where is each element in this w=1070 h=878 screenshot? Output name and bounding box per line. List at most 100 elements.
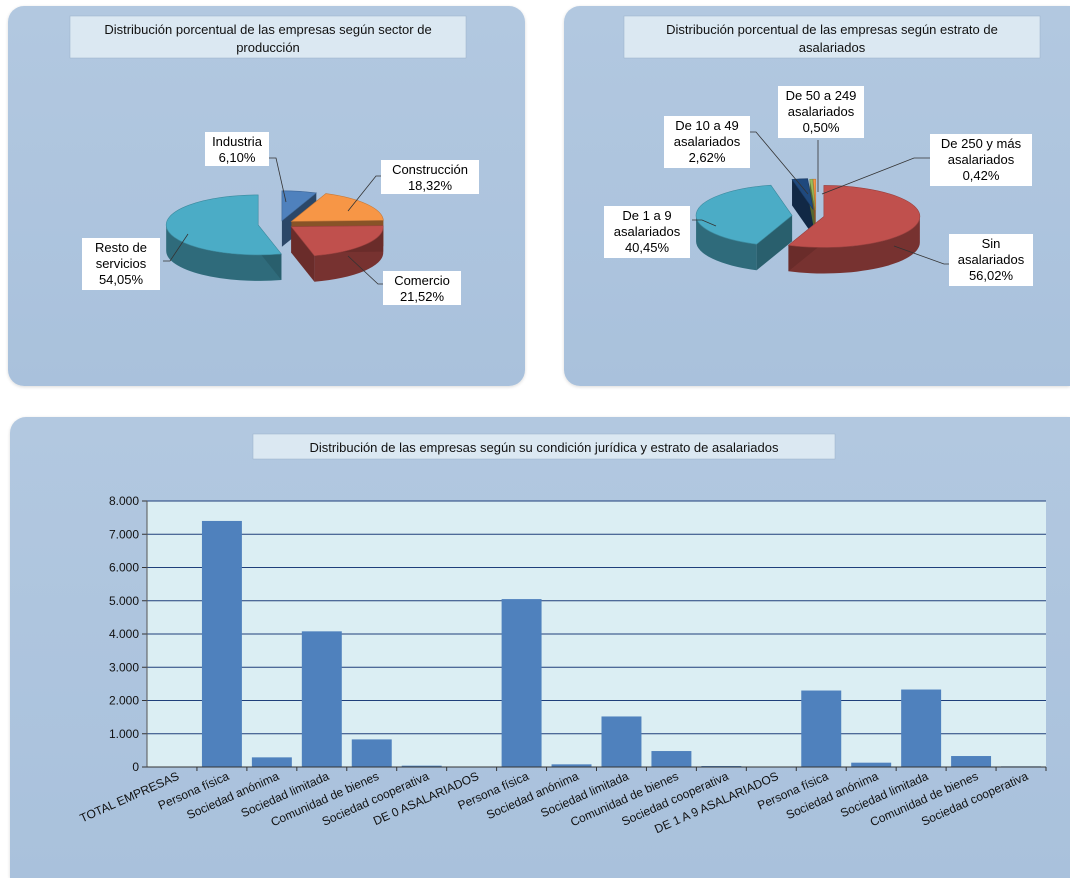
slice-label-value: 56,02%: [969, 268, 1014, 283]
y-tick-label: 8.000: [109, 494, 139, 508]
slice-label-10a49: De 10 a 49 asalariados 2,62%: [664, 116, 809, 195]
slice-label-name: Industria: [212, 134, 263, 149]
slice-label-name-line2: asalariados: [614, 224, 681, 239]
slice-label-resto: Resto de servicios 54,05%: [82, 233, 189, 290]
leader-line: [347, 175, 383, 212]
pie-slice-sin-asalariados: [787, 185, 921, 248]
bar: [901, 689, 942, 767]
slice-label-industria: Industria 6,10%: [205, 132, 287, 203]
y-tick-label: 3.000: [109, 660, 139, 674]
label-box: [383, 271, 461, 305]
slice-label-250: De 250 y más asalariados 0,42%: [821, 134, 1032, 195]
slice-label-name-line2: asalariados: [948, 152, 1015, 167]
slice-label-value: 0,50%: [803, 120, 840, 135]
slice-label-name-line2: asalariados: [674, 134, 741, 149]
y-tick-label: 1.000: [109, 727, 139, 741]
pie-slice-industria: [281, 190, 318, 222]
slice-label-value: 40,45%: [625, 240, 670, 255]
bar: [501, 599, 542, 767]
chart-title-line1: Distribución porcentual de las empresas …: [666, 22, 998, 37]
bars: [201, 520, 1042, 767]
slice-label-comercio: Comercio 21,52%: [347, 255, 461, 305]
chart-title-box: Distribución de las empresas según su co…: [252, 433, 836, 460]
asalariados-pie-chart: Distribución porcentual de las empresas …: [604, 15, 1041, 286]
bar: [201, 520, 242, 767]
bar-chart-panel: Distribución de las empresas según su co…: [10, 417, 1070, 878]
pie-slice-side: [314, 226, 384, 282]
pie-slice-wall: [756, 215, 793, 271]
chart-title: Distribución de las empresas según su co…: [310, 440, 779, 455]
pie-slice-de-50-a-249-asalariados: [809, 178, 816, 211]
pie-slice-resto-de-servicios: [165, 194, 282, 256]
bar: [601, 716, 642, 767]
bar: [651, 751, 692, 767]
leader-line: [163, 233, 189, 262]
slice-label-name-line1: De 50 a 249: [786, 88, 857, 103]
pie-slice-de-250-y-m-s-asalariados: [812, 178, 817, 211]
pie-slice-wall: [792, 179, 814, 236]
y-axis: 0 1.000 2.000 3.000 4.000 5.000 6.000 7.000 8.00…: [109, 494, 148, 774]
bar: [851, 762, 892, 767]
condicion-juridica-bar-chart: Distribución de las empresas según su co…: [78, 433, 1047, 836]
label-box: [381, 160, 479, 194]
slice-label-value: 21,52%: [400, 289, 445, 304]
slice-label-1a9: De 1 a 9 asalariados 40,45%: [604, 206, 717, 258]
chart-title-box: Distribución porcentual de las empresas …: [623, 15, 1041, 59]
bar: [551, 764, 592, 767]
sector-chart-panel: Distribución porcentual de las empresas …: [8, 6, 525, 386]
pie-slice-construcci-n: [290, 193, 384, 222]
slice-label-name: Construcción: [392, 162, 468, 177]
bar: [301, 631, 342, 767]
pie-slice-side: [788, 216, 920, 274]
bar: [351, 739, 392, 767]
label-box: [604, 206, 690, 258]
pie-slice-de-1-a-9-asalariados: [695, 184, 793, 245]
label-box: [205, 132, 269, 166]
slice-label-name-line1: De 10 a 49: [675, 118, 739, 133]
pie-labels: Industria 6,10% Construcción 18,32% Come…: [82, 132, 479, 305]
asalariados-chart-panel: Distribución porcentual de las empresas …: [564, 6, 1070, 386]
bar: [251, 757, 292, 767]
slice-label-name-line1: De 250 y más: [941, 136, 1022, 151]
leader-line: [893, 245, 950, 265]
y-tick-label: 2.000: [109, 694, 139, 708]
bar: [401, 765, 442, 767]
bar: [951, 756, 992, 767]
slice-label-50a249: De 50 a 249 asalariados 0,50%: [778, 86, 864, 192]
pie-plot: [165, 190, 384, 282]
slice-label-name-line2: asalariados: [958, 252, 1025, 267]
slice-label-name-line1: De 1 a 9: [622, 208, 671, 223]
y-tick-label: 7.000: [109, 527, 139, 541]
chart-title-line2: asalariados: [799, 40, 866, 55]
slice-label-name-line1: Resto de: [95, 240, 147, 255]
y-tick-label: 4.000: [109, 627, 139, 641]
pie-slice-wall: [291, 226, 315, 282]
slice-label-name-line2: servicios: [96, 256, 147, 271]
y-tick-label: 0: [132, 760, 139, 774]
slice-label-name-line2: asalariados: [788, 104, 855, 119]
slice-label-value: 6,10%: [219, 150, 256, 165]
pie-slice-side: [696, 215, 757, 271]
chart-title-line2: producción: [236, 40, 300, 55]
slice-label-construccion: Construcción 18,32%: [347, 160, 479, 212]
label-box: [778, 86, 864, 138]
slice-label-value: 2,62%: [689, 150, 726, 165]
y-tick-label: 6.000: [109, 561, 139, 575]
label-box: [930, 134, 1032, 186]
label-box: [664, 116, 750, 168]
chart-title-box: Distribución porcentual de las empresas …: [69, 15, 467, 59]
pie-slice-comercio: [290, 225, 384, 257]
chart-title-line1: Distribución porcentual de las empresas …: [104, 22, 431, 37]
leader-line: [821, 157, 930, 195]
slice-label-value: 18,32%: [408, 178, 453, 193]
slice-label-name-line1: Sin: [982, 236, 1001, 251]
y-tick-label: 5.000: [109, 594, 139, 608]
leader-line: [748, 131, 809, 195]
pie-labels: Sin asalariados 56,02% De 1 a 9 asalaria…: [604, 86, 1033, 286]
slice-label-value: 0,42%: [963, 168, 1000, 183]
slice-label-sin: Sin asalariados 56,02%: [893, 234, 1033, 286]
pie-slice-de-10-a-49-asalariados: [791, 178, 814, 210]
label-box: [949, 234, 1033, 286]
sector-pie-chart: Distribución porcentual de las empresas …: [69, 15, 479, 305]
